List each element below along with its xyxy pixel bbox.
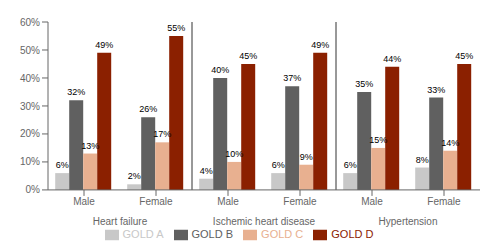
svg-text:30%: 30%	[20, 101, 40, 112]
svg-text:49%: 49%	[311, 40, 329, 50]
svg-text:Female: Female	[283, 196, 317, 207]
svg-text:2%: 2%	[128, 171, 141, 181]
svg-text:17%: 17%	[153, 129, 171, 139]
svg-text:13%: 13%	[81, 141, 99, 151]
svg-text:49%: 49%	[95, 40, 113, 50]
svg-text:40%: 40%	[20, 73, 40, 84]
svg-text:20%: 20%	[20, 128, 40, 139]
html-text:GOLD D: GOLD D	[331, 227, 374, 240]
svg-text:10%: 10%	[20, 156, 40, 167]
svg-text:6%: 6%	[272, 160, 285, 170]
svg-text:Female: Female	[427, 196, 461, 207]
svg-text:8%: 8%	[416, 155, 429, 165]
svg-text:Female: Female	[139, 196, 173, 207]
svg-text:33%: 33%	[427, 85, 445, 95]
svg-text:Heart failure: Heart failure	[93, 216, 148, 227]
svg-text:50%: 50%	[20, 45, 40, 56]
svg-text:Male: Male	[361, 196, 383, 207]
svg-text:45%: 45%	[239, 51, 257, 61]
svg-text:55%: 55%	[167, 23, 185, 33]
svg-text:37%: 37%	[283, 73, 301, 83]
svg-text:Male: Male	[73, 196, 95, 207]
svg-text:14%: 14%	[441, 138, 459, 148]
svg-text:0%: 0%	[26, 184, 41, 195]
svg-text:9%: 9%	[300, 152, 313, 162]
svg-text:45%: 45%	[455, 51, 473, 61]
html-text:GOLD B: GOLD B	[191, 227, 234, 240]
html-text:GOLD C: GOLD C	[261, 227, 304, 240]
svg-text:4%: 4%	[200, 166, 213, 176]
svg-text:35%: 35%	[355, 79, 373, 89]
svg-text:60%: 60%	[20, 17, 40, 28]
svg-text:40%: 40%	[211, 65, 229, 75]
svg-text:Hypertension: Hypertension	[379, 216, 438, 227]
svg-text:44%: 44%	[383, 54, 401, 64]
svg-text:Ischemic heart disease: Ischemic heart disease	[213, 216, 316, 227]
svg-text:10%: 10%	[225, 149, 243, 159]
svg-text:26%: 26%	[139, 104, 157, 114]
svg-text:32%: 32%	[67, 87, 85, 97]
svg-text:6%: 6%	[344, 160, 357, 170]
svg-text:15%: 15%	[369, 135, 387, 145]
svg-text:6%: 6%	[56, 160, 69, 170]
svg-text:Male: Male	[217, 196, 239, 207]
html-text:GOLD A: GOLD A	[122, 227, 164, 240]
